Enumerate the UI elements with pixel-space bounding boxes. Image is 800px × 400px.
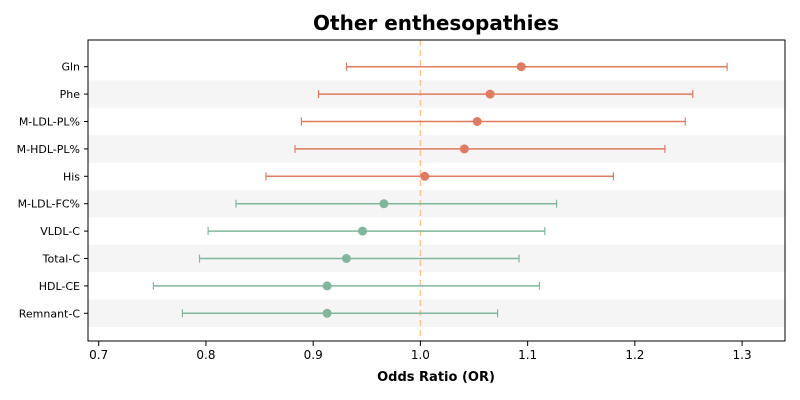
x-tick-label: 0.8: [196, 348, 215, 362]
y-tick-label: M-HDL-PL%: [17, 143, 80, 156]
or-point-M-LDL-PL%: [472, 117, 482, 126]
y-tick-label: His: [63, 170, 80, 183]
x-tick-label: 1.2: [625, 348, 644, 362]
chart-title: Other enthesopathies: [313, 11, 559, 35]
y-tick-label: Phe: [60, 88, 81, 101]
y-axis: Gln Phe M-LDL-PL% M-HDL-PL% His M-LDL-FC% VLDL…: [17, 61, 88, 320]
x-tick-label: 1.0: [411, 348, 430, 362]
or-point-HDL-CE: [322, 281, 332, 291]
or-point-Gln: [516, 62, 526, 72]
y-tick-label: Gln: [61, 61, 80, 74]
plot-frame: [87, 39, 786, 342]
y-tick-label: VLDL-C: [40, 225, 80, 238]
or-point-Remnant-C: [322, 308, 332, 318]
or-point-Phe: [485, 89, 495, 99]
y-tick-label: Total-C: [42, 253, 81, 266]
or-point-Total-C: [341, 254, 351, 263]
y-tick-label: HDL-CE: [39, 280, 80, 293]
x-axis-label: Odds Ratio (OR): [377, 370, 495, 385]
or-point-M-HDL-PL%: [459, 144, 469, 154]
or-point-His: [420, 171, 430, 181]
or-point-VLDL-C: [358, 226, 368, 236]
y-tick-label: M-LDL-FC%: [18, 198, 80, 211]
y-tick-label: Remnant-C: [19, 307, 81, 320]
x-axis: 0.7 0.8 0.9 1.0 1.1 1.2 1.3: [89, 341, 752, 362]
estimate-rows: [152, 62, 728, 318]
x-tick-label: 1.3: [733, 348, 752, 362]
x-tick-label: 0.9: [304, 348, 323, 362]
y-tick-label: M-LDL-PL%: [19, 116, 80, 129]
x-tick-label: 0.7: [89, 348, 108, 362]
or-point-M-LDL-FC%: [379, 199, 389, 209]
x-tick-label: 1.1: [518, 348, 537, 362]
